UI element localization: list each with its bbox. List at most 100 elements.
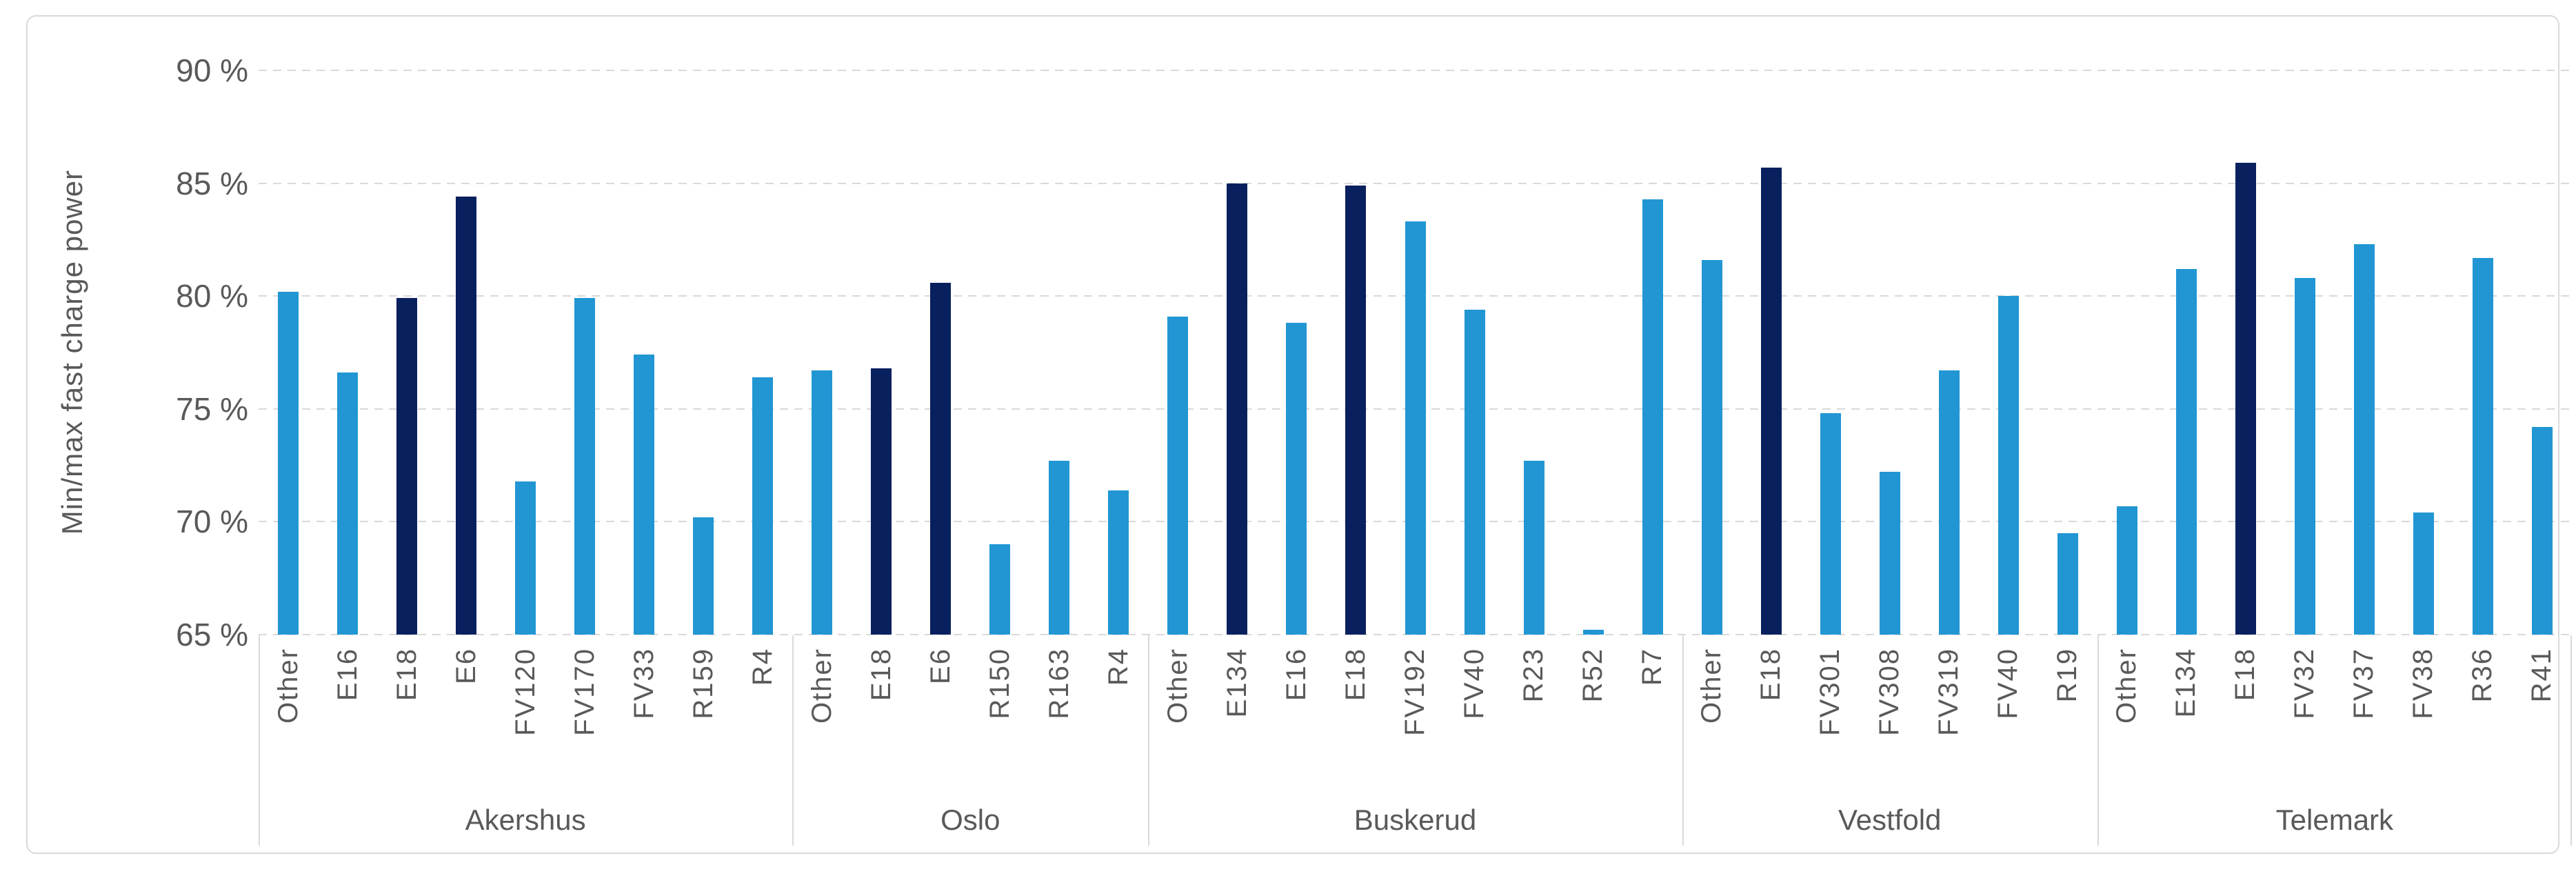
region-label-row: Akershus Oslo Buskerud Vestfold Telemark <box>259 793 2572 848</box>
bar-buskerud-e18 <box>1345 185 1367 635</box>
x-label-telemark-e134: E134 <box>2171 648 2201 718</box>
bar-vestfold-other <box>1701 259 1722 635</box>
x-label-slot: FV33 <box>614 635 674 793</box>
bar-buskerud-other <box>1167 316 1189 635</box>
x-label-slot: FV37 <box>2335 635 2394 793</box>
x-label-vestfold-e18: E18 <box>1755 648 1786 701</box>
bar-telemark-fv38 <box>2413 512 2434 635</box>
bar-oslo-r163 <box>1049 461 1070 635</box>
x-label-buskerud-r23: R23 <box>1518 648 1549 703</box>
x-label-slot: FV319 <box>1919 635 1978 793</box>
bar-telemark-fv37 <box>2353 243 2375 635</box>
x-label-oslo-e6: E6 <box>925 648 956 684</box>
group-separator <box>2097 635 2099 846</box>
bar-oslo-e18 <box>871 368 892 635</box>
road-label-row: Other E16 E18 E6 FV120 FV170 FV33 R159 R4 Other E1… <box>259 635 2572 793</box>
x-label-slot: Other <box>1682 635 1741 793</box>
bar-vestfold-fv40 <box>1998 296 2019 635</box>
bar-oslo-other <box>812 370 833 635</box>
region-label-oslo: Oslo <box>940 804 1000 836</box>
x-label-akershus-fv170: FV170 <box>569 648 600 736</box>
x-label-akershus-fv120: FV120 <box>510 648 541 736</box>
x-label-buskerud-e134: E134 <box>1221 648 1252 718</box>
bar-buskerud-fv192 <box>1405 221 1426 635</box>
bar-buskerud-r7 <box>1642 199 1663 635</box>
x-label-slot: Other <box>1148 635 1207 793</box>
group-separator <box>792 635 794 846</box>
x-label-buskerud-e16: E16 <box>1280 648 1311 701</box>
bar-buskerud-r23 <box>1523 461 1544 635</box>
x-label-telemark-fv38: FV38 <box>2408 648 2439 719</box>
bar-vestfold-r19 <box>2057 532 2078 635</box>
group-separator <box>1682 635 1684 846</box>
x-label-slot: E16 <box>1267 635 1326 793</box>
bar-akershus-fv33 <box>634 355 655 635</box>
x-label-slot: FV170 <box>555 635 614 793</box>
x-label-slot: R159 <box>674 635 733 793</box>
x-label-slot: R36 <box>2453 635 2513 793</box>
x-label-slot: FV120 <box>496 635 555 793</box>
bar-telemark-r41 <box>2531 426 2553 635</box>
x-label-telemark-other: Other <box>2111 648 2142 724</box>
y-tick-label-80: 80 % <box>176 278 248 315</box>
x-label-slot: FV192 <box>1385 635 1445 793</box>
region-label-akershus: Akershus <box>465 804 586 836</box>
bar-oslo-r4 <box>1108 490 1129 635</box>
x-label-slot: R7 <box>1622 635 1682 793</box>
x-label-akershus-fv33: FV33 <box>628 648 659 719</box>
x-label-buskerud-fv192: FV192 <box>1399 648 1430 736</box>
region-label-vestfold: Vestfold <box>1838 804 1942 836</box>
x-label-oslo-r150: R150 <box>984 648 1015 719</box>
x-label-slot: R4 <box>733 635 792 793</box>
x-label-buskerud-r7: R7 <box>1636 648 1667 686</box>
x-label-buskerud-r52: R52 <box>1577 648 1608 703</box>
x-label-slot: FV32 <box>2275 635 2335 793</box>
x-label-slot: E18 <box>377 635 436 793</box>
x-label-slot: E16 <box>318 635 377 793</box>
x-label-telemark-fv37: FV37 <box>2348 648 2379 719</box>
bar-vestfold-fv319 <box>1938 370 1960 635</box>
x-label-slot: E134 <box>1207 635 1267 793</box>
x-label-oslo-r163: R163 <box>1043 648 1074 719</box>
gridline-65 <box>259 634 2572 635</box>
bar-akershus-e18 <box>396 298 418 635</box>
x-label-slot: R41 <box>2513 635 2572 793</box>
x-label-slot: E134 <box>2157 635 2216 793</box>
x-label-slot: R52 <box>1563 635 1622 793</box>
y-axis-tick-labels: 90 % 85 % 80 % 75 % 70 % 65 % <box>110 52 248 653</box>
x-label-vestfold-r19: R19 <box>2051 648 2082 703</box>
x-label-vestfold-fv40: FV40 <box>1992 648 2023 719</box>
x-label-buskerud-e18: E18 <box>1340 648 1371 701</box>
region-label-buskerud: Buskerud <box>1354 804 1477 836</box>
bar-buskerud-fv40 <box>1464 309 1485 635</box>
x-label-slot: FV40 <box>1978 635 2037 793</box>
bar-akershus-fv170 <box>574 298 596 635</box>
y-tick-label-90: 90 % <box>176 52 248 88</box>
bar-buskerud-e134 <box>1227 183 1248 635</box>
x-label-slot: E6 <box>911 635 970 793</box>
x-label-akershus-e18: E18 <box>391 648 422 701</box>
x-label-akershus-other: Other <box>272 648 303 724</box>
bar-akershus-e6 <box>456 197 477 635</box>
region-label-telemark: Telemark <box>2275 804 2394 836</box>
x-label-slot: FV40 <box>1445 635 1504 793</box>
bar-akershus-r4 <box>752 377 774 635</box>
x-label-slot: R19 <box>2037 635 2097 793</box>
x-label-slot: FV301 <box>1800 635 1860 793</box>
y-tick-label-75: 75 % <box>176 390 248 427</box>
y-tick-label-70: 70 % <box>176 504 248 540</box>
x-label-slot: E18 <box>1741 635 1800 793</box>
y-axis-title: Min/max fast charge power <box>56 170 88 535</box>
y-axis-title-wrap: Min/max fast charge power <box>48 70 97 635</box>
x-label-slot: FV38 <box>2394 635 2453 793</box>
x-label-slot: Other <box>259 635 318 793</box>
bar-vestfold-fv308 <box>1879 472 1900 635</box>
group-separator <box>259 635 260 846</box>
x-label-slot: E6 <box>436 635 496 793</box>
x-label-slot: E18 <box>852 635 911 793</box>
x-label-akershus-e6: E6 <box>450 648 481 684</box>
bar-telemark-e18 <box>2235 163 2256 635</box>
y-tick-label-65: 65 % <box>176 617 248 653</box>
x-label-slot: R23 <box>1504 635 1563 793</box>
bar-telemark-r36 <box>2472 257 2493 635</box>
